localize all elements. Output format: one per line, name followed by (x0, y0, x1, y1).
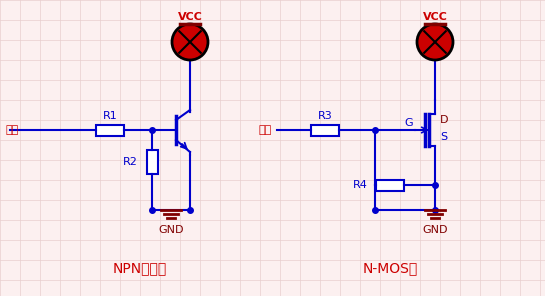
Bar (376, 179, 404, 191)
Text: R1: R1 (102, 111, 117, 121)
Circle shape (172, 24, 208, 60)
Text: R2: R2 (123, 157, 138, 167)
Text: VCC: VCC (178, 12, 202, 22)
Text: R4: R4 (353, 180, 368, 190)
Text: 輸入: 輸入 (5, 125, 18, 135)
Bar (311, 125, 339, 136)
Text: S: S (440, 132, 447, 142)
Text: GND: GND (422, 225, 448, 235)
Circle shape (417, 24, 453, 60)
Bar (96, 125, 124, 136)
Text: G: G (404, 118, 413, 128)
Text: N-MOS管: N-MOS管 (362, 261, 417, 275)
Text: NPN三極管: NPN三極管 (113, 261, 167, 275)
Text: D: D (440, 115, 449, 125)
Text: VCC: VCC (422, 12, 447, 22)
Text: R3: R3 (318, 111, 332, 121)
Bar (147, 150, 158, 174)
Text: GND: GND (158, 225, 184, 235)
Text: 輸入: 輸入 (259, 125, 272, 135)
